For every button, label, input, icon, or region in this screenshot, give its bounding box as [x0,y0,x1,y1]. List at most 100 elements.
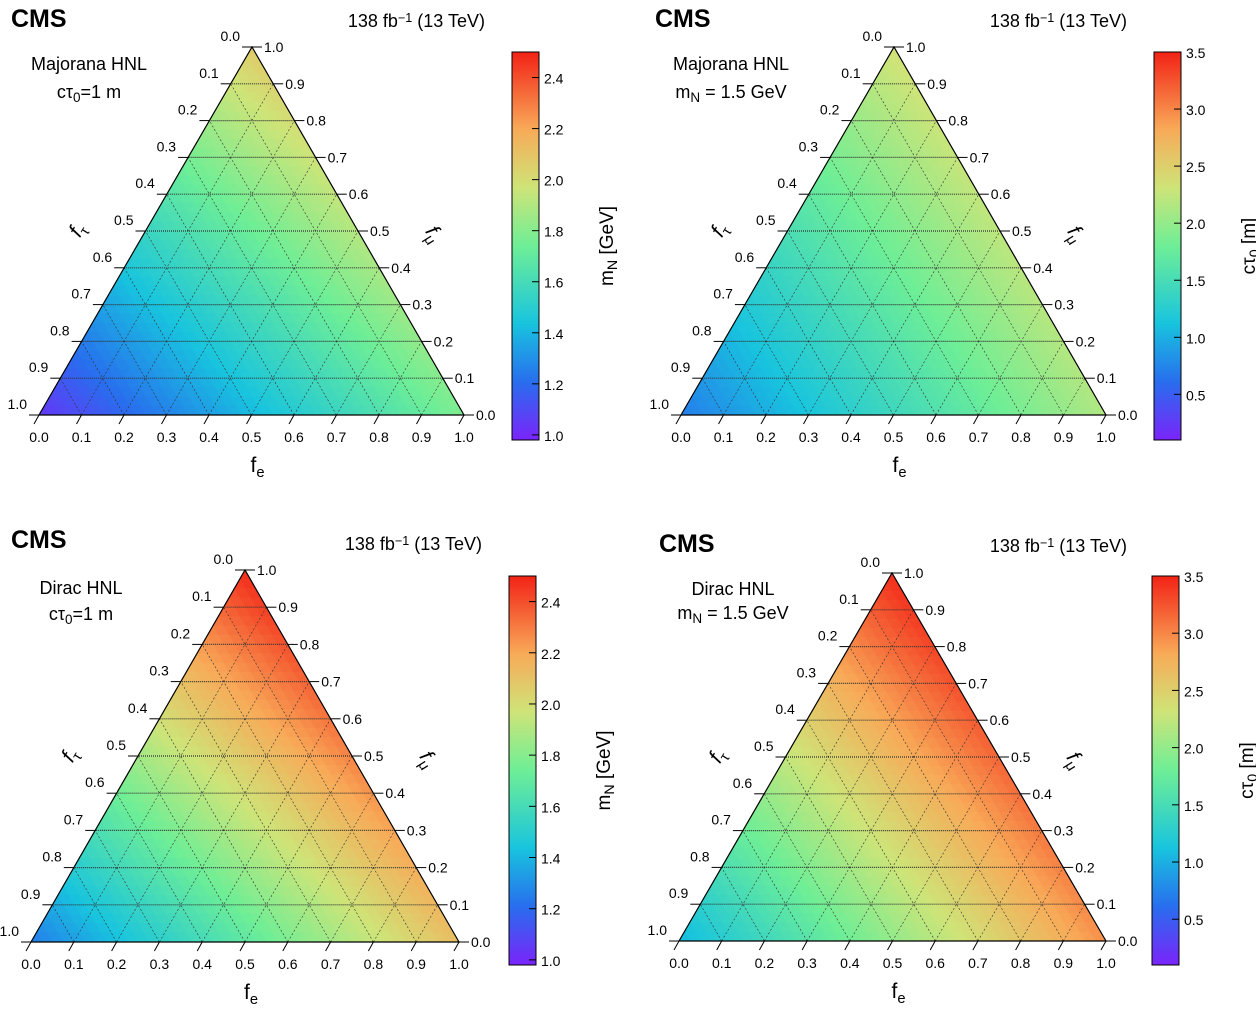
tick-mark [33,414,40,425]
ftau-tick-label: 0.2 [178,102,198,118]
text-part: N [690,90,700,105]
panel-label-line: Majorana HNL [673,54,789,74]
panel-label-line: Majorana HNL [31,54,147,74]
tick-mark [1058,414,1064,425]
colorbar: 0.51.01.52.02.53.03.5cτ0 [m] [1153,45,1256,441]
fmu-tick-label: 0.3 [412,297,432,313]
colorbar-tick-label: 3.5 [1186,45,1206,61]
ftau-tick-label: 0.8 [50,322,70,338]
ftau-tick-label: 1.0 [650,396,670,412]
text-part: cτ [57,82,73,102]
fmu-tick-label: 0.9 [285,76,305,92]
fmu-tick-label: 0.5 [370,223,390,239]
ftau-axis-title: fτ [706,219,735,243]
text-part: Majorana HNL [31,54,147,74]
fe-tick-label: 0.4 [841,429,861,445]
fe-tick-label: 0.9 [412,429,432,445]
panel-label-line: mN = 1.5 GeV [675,82,786,105]
text-part: m [597,270,618,286]
colorbar-scale [1153,51,1182,441]
colorbar-title: cτ0 [m] [1239,218,1256,275]
ftau-tick-label: 0.1 [841,65,861,81]
tick-mark [246,414,252,425]
ftau-tick-label: 0.2 [820,102,840,118]
colorbar-tick-label: 1.2 [544,377,564,393]
fmu-tick-label: 1.0 [264,39,284,55]
tick-mark [288,414,295,425]
text-part: [GeV] [597,206,618,260]
tick-mark [718,414,724,425]
colorbar-title: mN [GeV] [597,206,621,286]
tick-mark [76,414,82,425]
tick-mark [803,414,809,425]
fmu-tick-label: 0.4 [391,260,411,276]
fe-tick-label: 0.7 [969,429,989,445]
fe-tick-label: 0.1 [714,429,734,445]
fmu-tick-label: 0.8 [306,113,326,129]
panel-bottom-left: 0.00.00.00.10.10.10.20.20.20.30.30.30.40… [0,526,618,1008]
colorbar-tick-label: 1.6 [544,275,564,291]
text-part: Majorana HNL [673,54,789,74]
fmu-tick-label: 0.0 [476,407,496,423]
tick-mark [373,414,380,425]
fe-axis-title: fe [250,454,264,481]
text-part: −1 [1040,11,1054,25]
panel-label-line: cτ0=1 m [57,82,121,105]
fe-tick-label: 1.0 [1096,429,1116,445]
tick-mark [845,414,852,425]
experiment-label: CMS [655,5,711,33]
heatmap-cell [246,46,258,57]
tick-mark [973,414,979,425]
text-part: (13 TeV) [1054,11,1127,31]
fe-tick-label: 0.2 [756,429,776,445]
colorbar-tick-label: 2.2 [544,122,564,138]
colorbar-tick-label: 0.5 [1186,387,1206,403]
fe-tick-label: 0.5 [242,429,262,445]
colorbar-scale [511,51,540,441]
fe-tick-label: 0.8 [1011,429,1031,445]
colorbar-tick-label: 1.5 [1186,273,1206,289]
text-part: m [675,82,690,102]
fmu-axis-title: fμ [418,222,448,248]
tick-mark [416,414,422,425]
ftau-tick-label: 0.3 [157,138,177,154]
fmu-axis-title: fμ [1060,222,1090,248]
ftau-tick-label: 0.7 [713,286,733,302]
text-part: 138 fb [348,11,398,31]
panel-top-right: 0.00.00.00.10.10.10.20.20.20.30.30.30.40… [650,5,1256,481]
panel-top-left: 0.00.00.00.10.10.10.20.20.20.30.30.30.40… [8,5,622,481]
colorbar-tick-label: 2.5 [1186,159,1206,175]
fmu-tick-label: 0.2 [434,333,454,349]
luminosity-label: 138 fb−1 (13 TeV) [348,11,485,31]
tick-mark [118,414,125,425]
text-part: N [605,260,621,270]
fe-tick-label: 0.1 [72,429,92,445]
ftau-tick-label: 0.6 [93,249,113,265]
ftau-tick-label: 0.8 [692,322,712,338]
fmu-tick-label: 0.1 [455,370,475,386]
colorbar-tick-label: 1.4 [544,326,564,342]
fmu-tick-label: 0.2 [1076,333,1096,349]
fmu-tick-label: 1.0 [906,39,926,55]
fe-tick-label: 0.5 [884,429,904,445]
tick-mark [760,414,767,425]
fe-tick-label: 1.0 [454,429,474,445]
fmu-tick-label: 0.3 [1054,297,1074,313]
tick-mark [161,414,167,425]
fe-tick-label: 0.0 [671,429,691,445]
fmu-tick-label: 0.4 [1033,260,1053,276]
fmu-tick-label: 0.6 [991,186,1011,202]
colorbar-tick-label: 2.0 [544,173,564,189]
fe-tick-label: 0.6 [926,429,946,445]
ftau-tick-label: 1.0 [8,396,28,412]
text-part: 0 [73,90,81,105]
colorbar-tick-label: 1.0 [544,428,564,444]
ftau-tick-label: 0.5 [756,212,776,228]
fmu-tick-label: 0.9 [927,76,947,92]
luminosity-label: 138 fb−1 (13 TeV) [990,11,1127,31]
fmu-tick-label: 0.1 [1097,370,1117,386]
heatmap-cell [888,46,900,57]
ftau-tick-label: 0.7 [71,286,91,302]
colorbar-tick-label: 1.0 [1186,330,1206,346]
